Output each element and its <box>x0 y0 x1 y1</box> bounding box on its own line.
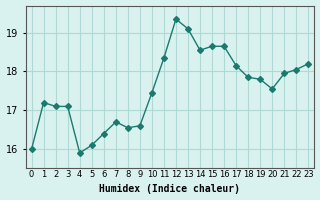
X-axis label: Humidex (Indice chaleur): Humidex (Indice chaleur) <box>100 184 240 194</box>
